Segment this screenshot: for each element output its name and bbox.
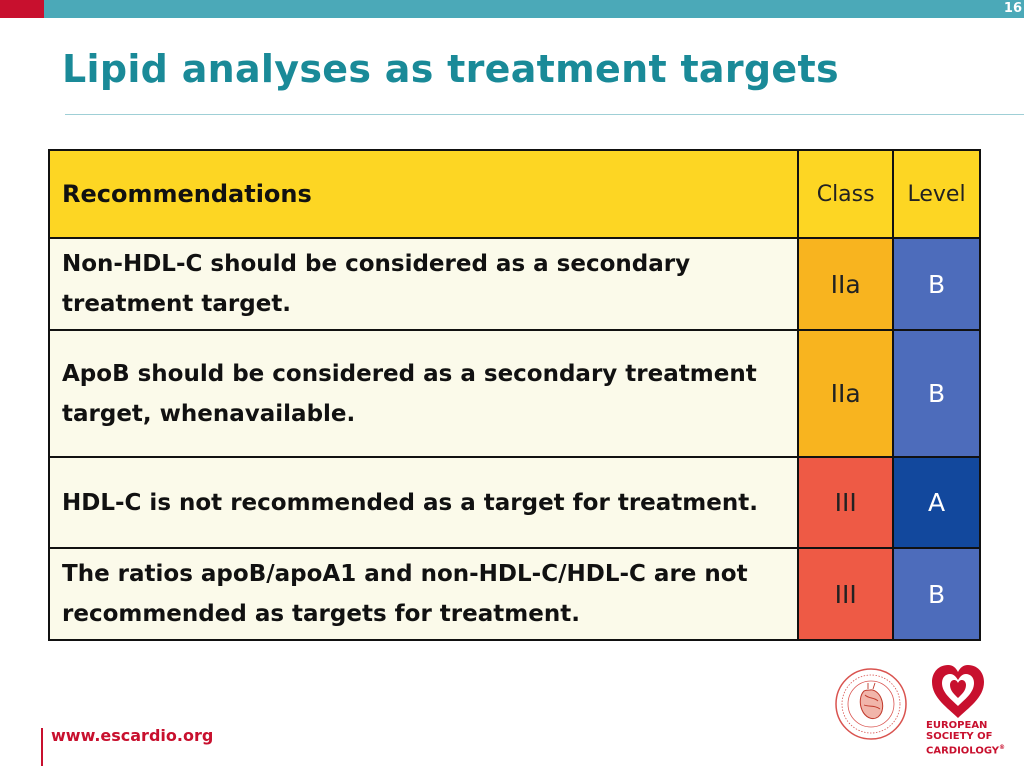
heart-logo-icon (932, 665, 984, 718)
top-bar-accent (0, 0, 44, 18)
recommendation-text: HDL-C is not recommended as a target for… (47, 456, 800, 549)
table-row: HDL-C is not recommended as a target for… (47, 456, 981, 549)
recommendation-text: ApoB should be considered as a secondary… (47, 329, 800, 458)
logo-line-3-text: CARDIOLOGY (926, 745, 1000, 757)
table-row: Non-HDL-C should be considered as a seco… (47, 237, 981, 331)
recommendations-table: Recommendations Class Level Non-HDL-C sh… (47, 149, 981, 641)
footer-url-link[interactable]: www.escardio.org (51, 726, 214, 745)
top-bar (0, 0, 1024, 18)
registered-mark: ® (999, 744, 1006, 751)
slide-title: Lipid analyses as treatment targets (62, 47, 839, 91)
table-header-row: Recommendations Class Level (47, 149, 981, 239)
esc-logo-text: EUROPEAN SOCIETY OF CARDIOLOGY® (926, 720, 1016, 756)
recommendation-text: Non-HDL-C should be considered as a seco… (47, 237, 800, 331)
slide-number: 16 (1003, 1, 1022, 16)
esc-seal-icon (835, 668, 907, 740)
footer-accent-bar (41, 728, 43, 766)
level-cell: B (892, 547, 981, 641)
logo-line-3: CARDIOLOGY® (926, 742, 1016, 756)
class-cell: IIa (797, 237, 895, 331)
table-row: The ratios apoB/apoA1 and non-HDL-C/HDL-… (47, 547, 981, 641)
recommendation-text: The ratios apoB/apoA1 and non-HDL-C/HDL-… (47, 547, 800, 641)
table-row: ApoB should be considered as a secondary… (47, 329, 981, 458)
class-cell: III (797, 547, 895, 641)
logo-line-2: SOCIETY OF (926, 731, 993, 742)
title-divider (65, 114, 1024, 115)
class-cell: IIa (797, 329, 895, 458)
header-level: Level (892, 149, 981, 239)
header-recommendations: Recommendations (47, 149, 800, 239)
level-cell: A (892, 456, 981, 549)
class-cell: III (797, 456, 895, 549)
level-cell: B (892, 329, 981, 458)
logo-line-1: EUROPEAN (926, 720, 988, 731)
level-cell: B (892, 237, 981, 331)
header-class: Class (797, 149, 895, 239)
